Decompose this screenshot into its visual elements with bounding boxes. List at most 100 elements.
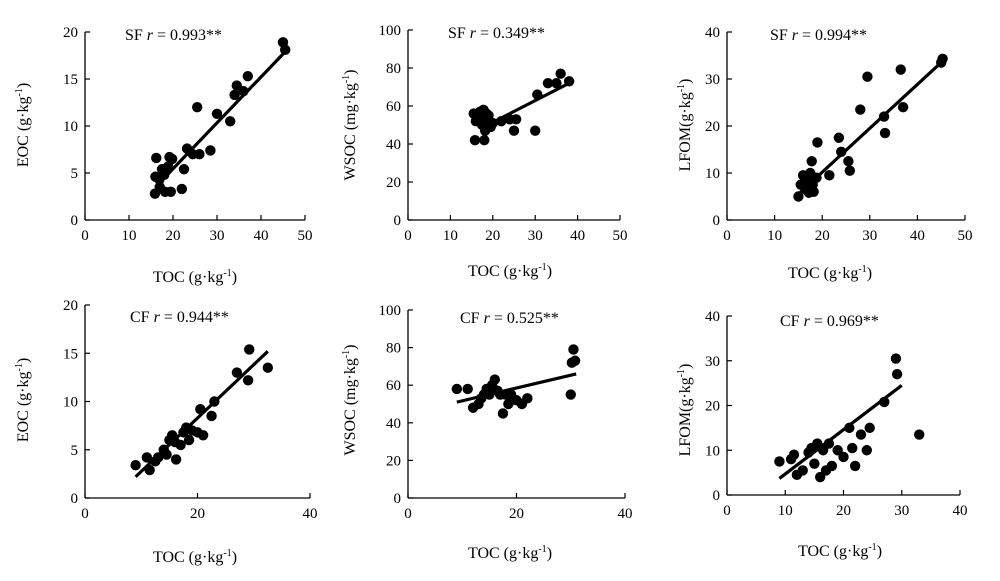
- y-tick-label: 80: [386, 61, 401, 77]
- data-point: [165, 186, 176, 197]
- correlation-annotation: SF r = 0.349**: [448, 25, 545, 42]
- data-point: [211, 108, 223, 119]
- x-tick-label: 10: [122, 228, 137, 244]
- data-point: [483, 110, 494, 121]
- data-point: [170, 454, 182, 465]
- y-tick-label: 15: [63, 346, 78, 362]
- data-point: [565, 389, 576, 400]
- data-point: [225, 116, 236, 127]
- data-point: [206, 410, 217, 422]
- trend-line: [797, 59, 944, 196]
- correlation-annotation: SF r = 0.993**: [125, 27, 222, 44]
- data-point: [836, 146, 847, 158]
- data-point: [151, 152, 162, 164]
- data-point: [843, 156, 854, 167]
- x-tick-label: 40: [254, 228, 269, 244]
- x-tick-label: 0: [723, 228, 731, 244]
- data-point: [891, 368, 903, 380]
- x-axis-label: TOC (g·kg-1): [468, 262, 552, 280]
- data-point: [497, 408, 509, 419]
- y-tick-label: 10: [705, 166, 720, 182]
- y-tick-label: 0: [713, 488, 721, 504]
- y-axis-label: LFOM(g·kg-1): [676, 79, 694, 172]
- data-point: [824, 170, 835, 181]
- x-tick-label: 20: [815, 228, 830, 244]
- y-tick-label: 60: [386, 99, 401, 115]
- x-tick-label: 0: [404, 506, 412, 522]
- y-tick-label: 30: [705, 72, 720, 88]
- data-point: [832, 445, 843, 456]
- y-tick-label: 5: [71, 166, 79, 182]
- trend-line: [154, 50, 287, 189]
- x-tick-label: 40: [618, 506, 633, 522]
- correlation-annotation: SF r = 0.994**: [770, 27, 867, 44]
- data-point: [451, 383, 463, 395]
- y-tick-label: 20: [63, 298, 78, 314]
- data-point: [838, 451, 849, 463]
- data-point: [855, 104, 866, 115]
- x-axis-label: TOC (g·kg-1): [788, 264, 872, 282]
- data-point: [897, 102, 909, 113]
- y-tick-label: 0: [71, 491, 79, 507]
- y-tick-label: 40: [705, 25, 720, 41]
- data-point: [205, 145, 216, 156]
- data-point: [503, 398, 514, 410]
- data-point: [183, 434, 195, 446]
- data-point: [522, 393, 533, 404]
- x-tick-label: 30: [862, 228, 877, 244]
- x-tick-label: 50: [298, 228, 313, 244]
- correlation-annotation: CF r = 0.944**: [130, 309, 229, 326]
- y-tick-label: 20: [63, 25, 78, 41]
- data-point: [844, 165, 856, 176]
- data-point: [788, 449, 800, 460]
- data-point: [808, 186, 819, 197]
- x-axis-label: TOC (g·kg-1): [468, 544, 552, 562]
- y-tick-label: 15: [63, 72, 78, 88]
- trend-line: [778, 384, 903, 480]
- data-point: [555, 68, 566, 79]
- data-point: [244, 344, 255, 355]
- correlation-annotation: CF r = 0.525**: [460, 310, 559, 327]
- data-point: [569, 355, 581, 366]
- data-point: [847, 442, 858, 454]
- data-point: [833, 132, 845, 143]
- y-tick-label: 10: [63, 395, 78, 411]
- data-point: [879, 127, 891, 139]
- data-point: [197, 430, 209, 441]
- data-point: [130, 459, 141, 471]
- y-tick-label: 100: [379, 303, 402, 319]
- scatter-panel-2: 0 10 20 30 40 50 0 20 40 60 80 100 SF r = 0.349** TOC…: [341, 23, 628, 280]
- x-tick-label: 20: [190, 506, 205, 522]
- x-tick-label: 30: [894, 503, 909, 519]
- data-point: [242, 375, 254, 386]
- data-point: [826, 460, 838, 472]
- data-point: [242, 70, 253, 82]
- scatter-panel-6: 0 10 20 30 40 0 10 20 30 40 CF r = 0.969** TOC (g·k…: [676, 309, 968, 560]
- x-tick-label: 30: [528, 228, 543, 244]
- data-point: [141, 452, 153, 463]
- data-point: [806, 156, 817, 167]
- data-point: [530, 125, 541, 136]
- data-point: [542, 78, 554, 89]
- data-point: [849, 460, 861, 472]
- trend-line: [479, 81, 570, 131]
- y-tick-label: 0: [394, 213, 402, 229]
- trend-line: [456, 372, 577, 404]
- y-tick-label: 80: [386, 341, 401, 357]
- y-axis-label: EOC (g·kg-1): [14, 358, 32, 442]
- x-tick-label: 0: [81, 506, 89, 522]
- y-axis-label: WSOC (mg·kg-1): [341, 345, 359, 456]
- data-point: [469, 135, 481, 146]
- x-tick-label: 40: [910, 228, 925, 244]
- y-tick-label: 30: [705, 354, 720, 370]
- x-tick-label: 0: [81, 228, 89, 244]
- data-point: [855, 429, 867, 440]
- y-tick-label: 40: [386, 137, 401, 153]
- data-point: [568, 344, 579, 355]
- x-axis-label: TOC (g·kg-1): [153, 268, 237, 286]
- y-tick-label: 20: [705, 399, 720, 415]
- data-point: [861, 445, 872, 456]
- data-point: [797, 465, 808, 476]
- y-tick-label: 10: [63, 119, 78, 135]
